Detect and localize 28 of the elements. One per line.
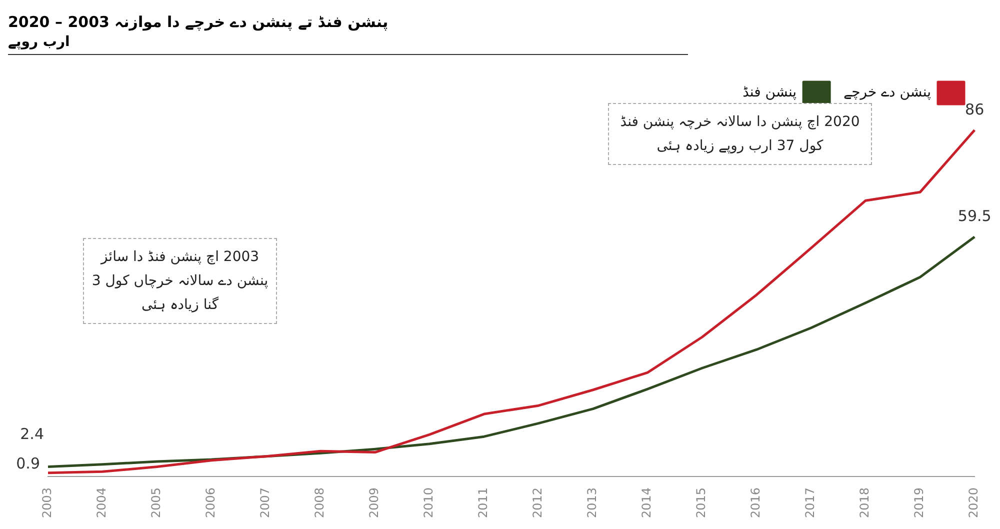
legend-label: پنشن دے خرچے xyxy=(844,84,932,101)
x-tick-label: 2009 xyxy=(367,487,382,518)
data-label: 0.9 xyxy=(16,454,40,473)
x-tick-label: 2013 xyxy=(585,487,600,518)
x-tick-label: 2010 xyxy=(422,487,436,518)
chart-title: پنشن فنڈ تے پنشن دے خرچے دا موازنہ 2003 – 2020 xyxy=(8,13,388,31)
data-label: 86 xyxy=(965,100,984,118)
legend-label: پنشن فنڈ xyxy=(742,84,797,101)
x-tick-label: 2015 xyxy=(694,487,708,518)
x-tick-label: 2020 xyxy=(966,487,981,518)
chart-subtitle: ارب روپے xyxy=(8,33,70,50)
x-tick-label: 2004 xyxy=(94,487,109,518)
x-tick-label: 2017 xyxy=(803,487,818,518)
annotation: 2003 اچ پنشن فنڈ دا سائز پنشن دے سالانہ خرچاں کول 3 گنا زیادہ ہئی xyxy=(83,238,277,324)
x-tick-label: 2003 xyxy=(40,487,54,518)
x-tick-label: 2011 xyxy=(476,487,490,518)
x-tick-label: 2007 xyxy=(258,487,272,518)
x-tick-label: 2006 xyxy=(204,487,218,518)
x-tick-label: 2014 xyxy=(640,487,654,518)
data-label: 59.5 xyxy=(958,207,992,226)
x-tick-label: 2018 xyxy=(858,487,872,518)
x-tick-label: 2005 xyxy=(149,487,164,518)
data-label: 2.4 xyxy=(20,425,44,444)
annotation: 2020 اچ پنشن دا سالانہ خرچہ پنشن فنڈ کول 37 ارب روپے زیادہ ہئی xyxy=(608,103,872,165)
x-tick-label: 2008 xyxy=(312,487,327,518)
x-tick-label: 2019 xyxy=(912,487,926,518)
x-tick-label: 2016 xyxy=(748,487,763,518)
x-tick-label: 2012 xyxy=(530,487,545,518)
